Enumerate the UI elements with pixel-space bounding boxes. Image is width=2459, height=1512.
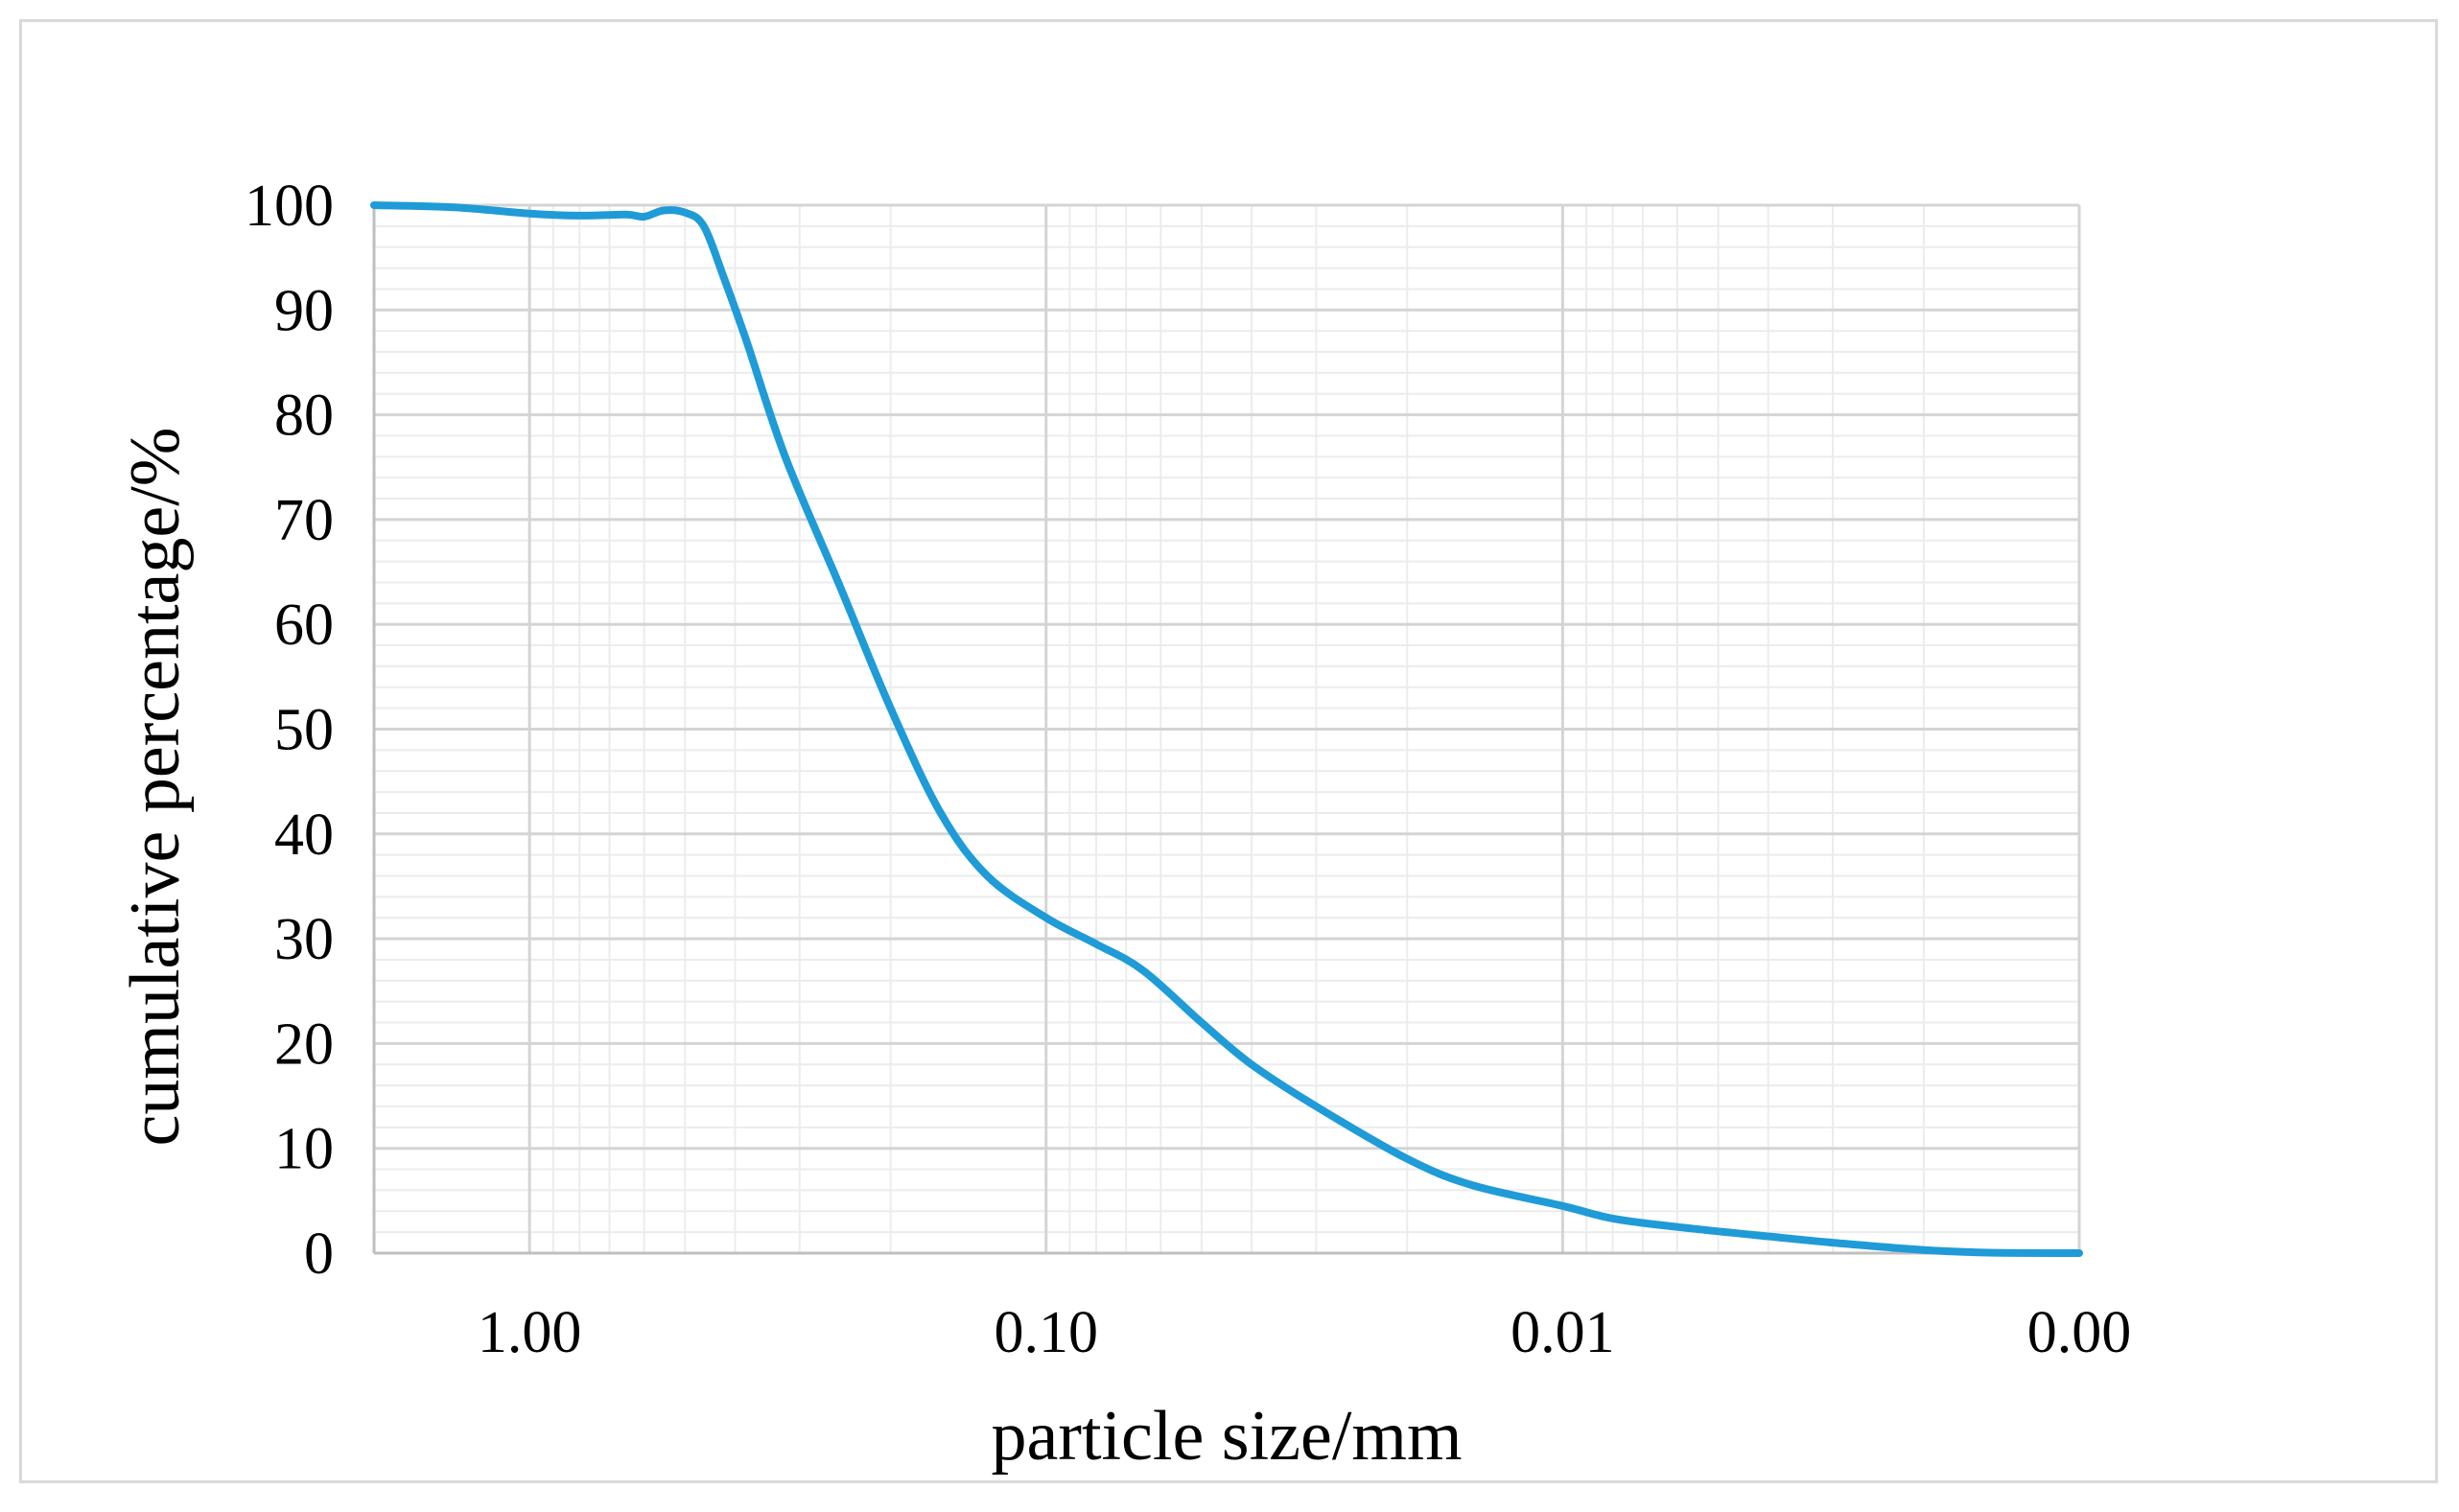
x-axis-title: particle size/mm [991, 1397, 1462, 1476]
x-tick-label: 0.10 [995, 1300, 1099, 1365]
x-tick-label: 0.01 [1511, 1300, 1615, 1365]
axes [372, 205, 2079, 1255]
major-grid [374, 203, 2081, 1255]
x-tick-label: 1.00 [478, 1300, 582, 1365]
y-tick-label: 80 [274, 384, 334, 449]
y-tick-labels: 0 10 20 30 40 50 60 70 80 90 100 [245, 174, 334, 1287]
y-tick-label: 20 [274, 1012, 334, 1077]
y-tick-label: 10 [274, 1117, 334, 1182]
y-tick-label: 90 [274, 278, 334, 343]
y-tick-label: 50 [274, 698, 334, 763]
series-layer [370, 201, 2083, 1257]
series-line-1 [370, 201, 2083, 1257]
y-axis-title: cumulative percentage/% [116, 428, 195, 1147]
y-tick-label: 40 [274, 803, 334, 868]
x-tick-label: 0.00 [2027, 1300, 2132, 1365]
chart-frame: 0 10 20 30 40 50 60 70 80 90 100 1.00 0.10 0.01 0.00 … [19, 19, 2438, 1483]
y-tick-label: 100 [245, 174, 334, 239]
minor-grid [373, 205, 2079, 1253]
y-tick-label: 30 [274, 907, 334, 972]
y-tick-label: 0 [304, 1221, 334, 1287]
y-tick-label: 60 [274, 593, 334, 658]
x-tick-labels: 1.00 0.10 0.01 0.00 [478, 1300, 2131, 1365]
y-tick-label: 70 [274, 488, 334, 553]
